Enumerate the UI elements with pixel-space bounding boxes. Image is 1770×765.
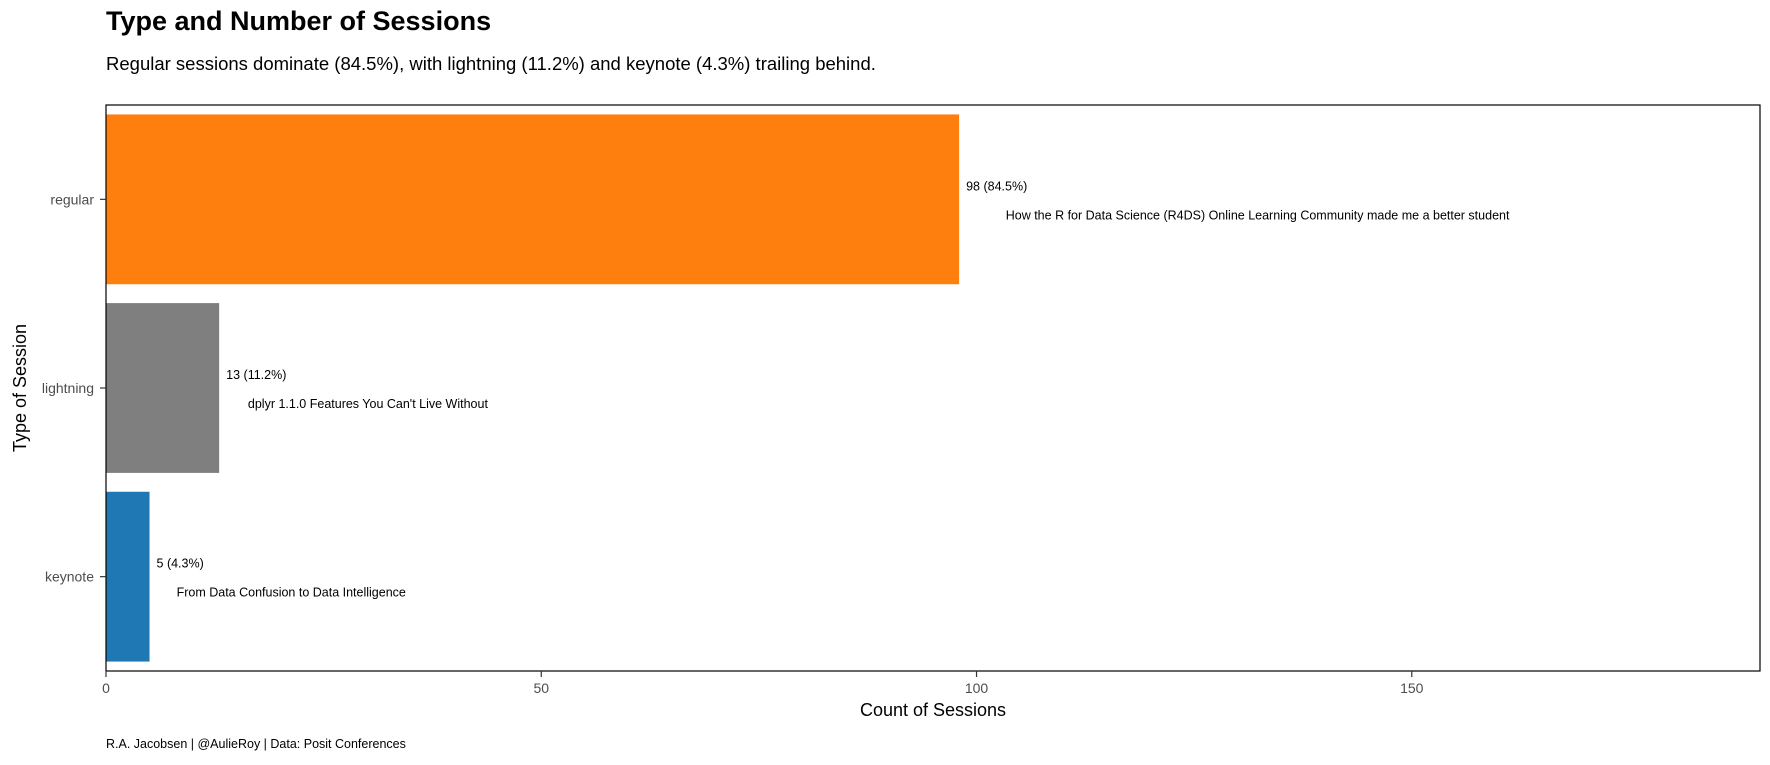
value-label-lightning: 13 (11.2%) [226,368,286,382]
chart-title: Type and Number of Sessions [106,6,492,36]
y-tick-label-keynote: keynote [45,569,94,585]
chart-caption: R.A. Jacobsen | @AulieRoy | Data: Posit … [106,737,406,751]
x-tick-label-0: 0 [102,680,110,696]
session-title-regular: How the R for Data Science (R4DS) Online… [1006,208,1510,222]
x-axis-title: Count of Sessions [860,700,1006,720]
x-tick-label-100: 100 [965,680,989,696]
bar-lightning [106,303,220,473]
x-tick-label-150: 150 [1400,680,1424,696]
session-title-keynote: From Data Confusion to Data Intelligence [177,586,406,600]
bar-keynote [106,491,150,662]
bar-regular [106,114,960,285]
y-axis-title: Type of Session [10,324,30,452]
session-title-lightning: dplyr 1.1.0 Features You Can't Live With… [248,397,489,411]
y-tick-label-regular: regular [50,191,94,207]
y-tick-label-lightning: lightning [42,380,94,396]
value-label-keynote: 5 (4.3%) [157,557,204,571]
x-tick-label-50: 50 [533,680,549,696]
value-label-regular: 98 (84.5%) [966,179,1027,193]
chart-subtitle: Regular sessions dominate (84.5%), with … [106,53,876,74]
